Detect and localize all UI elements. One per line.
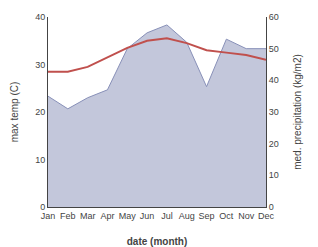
svg-text:60: 60 <box>269 12 279 22</box>
svg-text:Jun: Jun <box>140 211 155 221</box>
svg-text:Aug: Aug <box>179 211 195 221</box>
svg-text:max temp (C): max temp (C) <box>9 82 20 143</box>
svg-text:Jan: Jan <box>41 211 56 221</box>
svg-text:30: 30 <box>35 60 45 70</box>
svg-text:Jul: Jul <box>161 211 173 221</box>
svg-text:50: 50 <box>269 44 279 54</box>
svg-text:20: 20 <box>269 139 279 149</box>
svg-text:0: 0 <box>269 202 274 212</box>
svg-text:Apr: Apr <box>100 211 114 221</box>
svg-text:Mar: Mar <box>80 211 96 221</box>
svg-text:Dec: Dec <box>258 211 275 221</box>
svg-text:30: 30 <box>269 107 279 117</box>
svg-text:20: 20 <box>35 107 45 117</box>
svg-text:med. precipitation (kg/m2): med. precipitation (kg/m2) <box>292 54 303 170</box>
svg-text:Oct: Oct <box>219 211 234 221</box>
svg-text:Feb: Feb <box>60 211 76 221</box>
svg-text:0: 0 <box>40 202 45 212</box>
svg-text:Nov: Nov <box>238 211 255 221</box>
svg-text:date (month): date (month) <box>127 236 188 247</box>
svg-text:May: May <box>119 211 137 221</box>
svg-text:10: 10 <box>35 155 45 165</box>
svg-text:40: 40 <box>269 75 279 85</box>
svg-text:40: 40 <box>35 12 45 22</box>
svg-text:Sep: Sep <box>199 211 215 221</box>
svg-text:10: 10 <box>269 170 279 180</box>
